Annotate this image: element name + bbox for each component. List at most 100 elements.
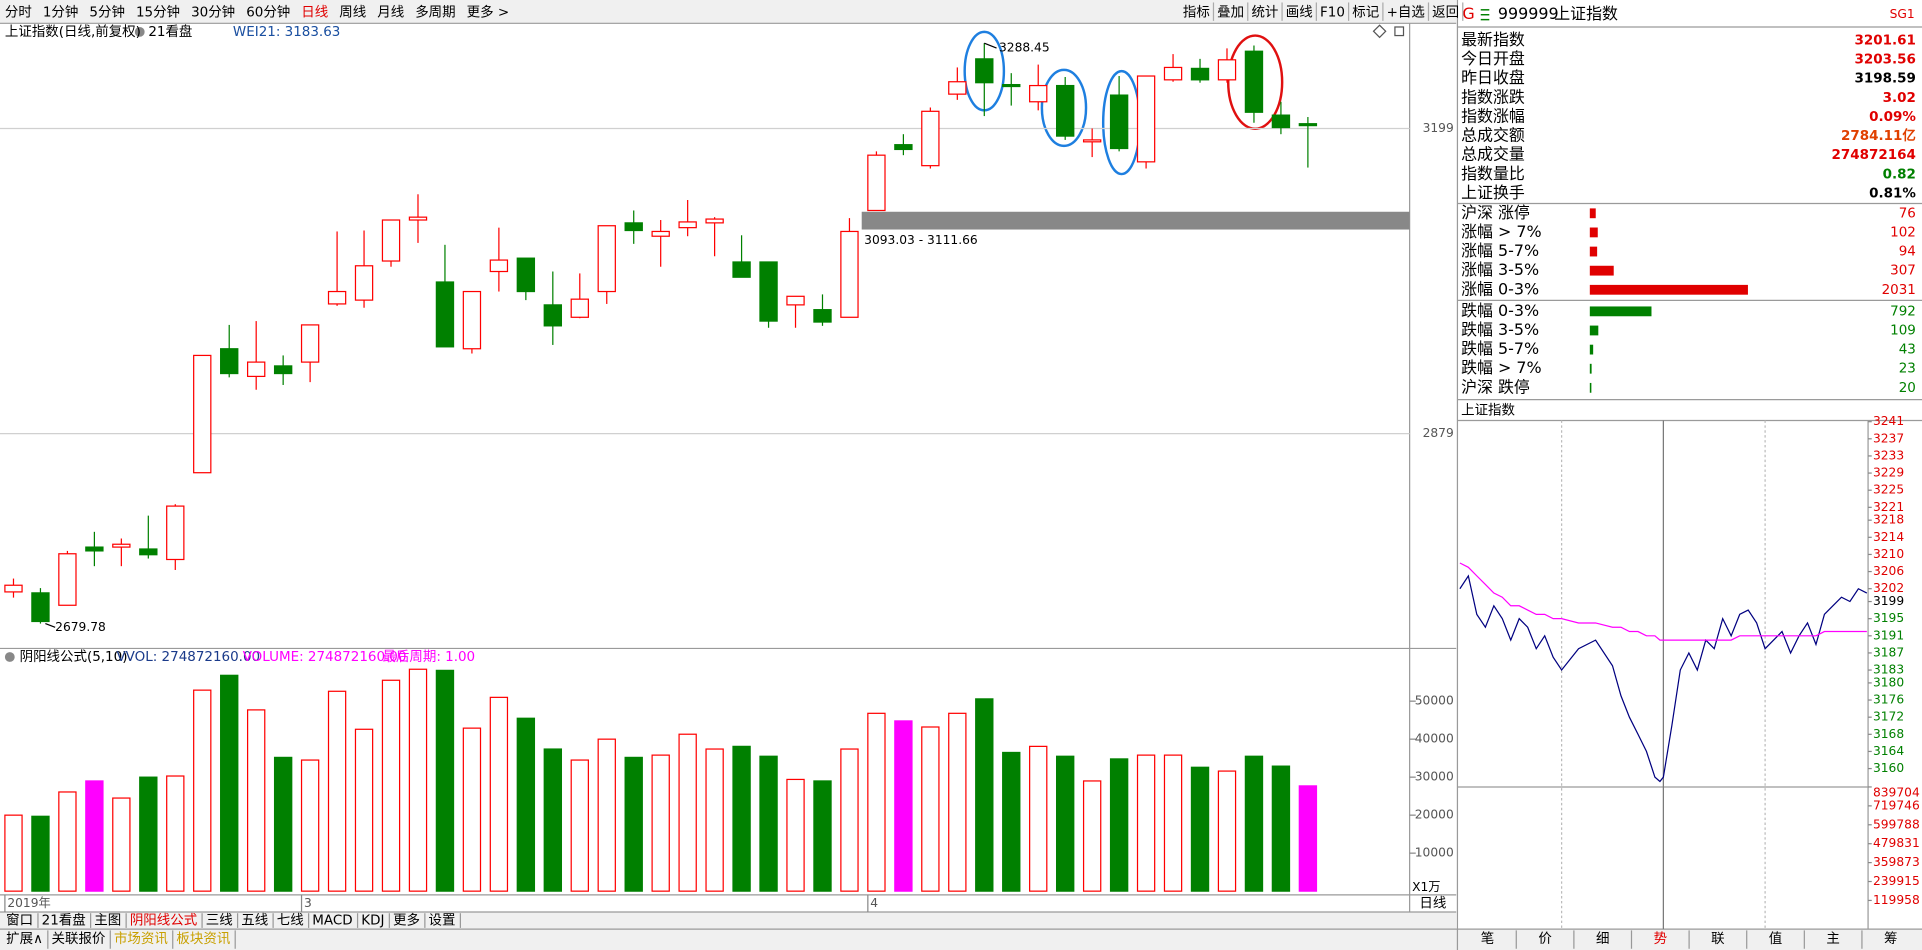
quote-value: 274872164 (1832, 147, 1916, 163)
candle-body (813, 309, 832, 323)
volume-bar (354, 728, 374, 892)
toolbar-button[interactable]: 标记 (1352, 4, 1379, 20)
volume-bar (1163, 754, 1183, 892)
side-tab[interactable]: 势 (1654, 931, 1667, 947)
toolbar-button[interactable]: +自选 (1387, 4, 1425, 20)
period-tab[interactable]: 分时 (5, 4, 32, 20)
period-tab[interactable]: 日线 (301, 4, 328, 20)
side-tab[interactable]: 价 (1538, 931, 1552, 947)
footer-tab[interactable]: 关联报价 (52, 931, 106, 947)
volume-bar (516, 717, 536, 892)
candle-body (948, 81, 967, 95)
menu-icon[interactable] (1480, 9, 1490, 21)
period-tab[interactable]: 更多 > (467, 3, 510, 20)
volume-bar (1082, 780, 1102, 892)
footer-tab[interactable]: 扩展∧ (6, 931, 43, 947)
volume-bar (327, 690, 347, 892)
volume-bar (273, 756, 293, 892)
footer-tab[interactable]: 板块资讯 (176, 931, 230, 947)
side-tab[interactable]: 筹 (1884, 930, 1897, 947)
high-pointer (984, 42, 997, 49)
side-tab[interactable]: 笔 (1481, 931, 1494, 947)
volume-bar (678, 733, 697, 892)
unit-label: X1万 (1412, 880, 1440, 894)
y-tick-label: 719746 (1873, 798, 1920, 812)
period-tab[interactable]: 周线 (339, 4, 366, 20)
volume-bar (840, 748, 859, 892)
candle-body (1163, 66, 1183, 81)
toolbar-button[interactable]: 叠加 (1217, 4, 1244, 20)
y-tick-label: 3168 (1873, 727, 1904, 741)
period-tab[interactable]: 多周期 (415, 3, 455, 20)
candle-body (975, 58, 994, 84)
y-tick-label: 3183 (1873, 663, 1904, 677)
volume-bar (4, 814, 23, 892)
bottom-tab[interactable]: 设置 (429, 913, 456, 929)
tab-label[interactable]: 21看盘 (148, 23, 192, 40)
y-tick-label: 3210 (1873, 547, 1904, 561)
breadth-label: 涨幅 0-3% (1461, 279, 1539, 298)
toolbar-button[interactable]: F10 (1320, 4, 1345, 20)
period-tab[interactable]: 1分钟 (43, 3, 79, 20)
volume-bar (732, 745, 751, 892)
period-tab[interactable]: 月线 (377, 4, 404, 20)
date-label: 4 (870, 896, 878, 910)
breadth-count: 20 (1899, 380, 1916, 396)
side-tab[interactable]: 主 (1826, 931, 1839, 947)
toolbar-button[interactable]: 返回 (1432, 4, 1459, 20)
candle-body (1271, 114, 1291, 129)
breadth-count: 792 (1890, 303, 1916, 319)
bottom-tab[interactable]: 三线 (206, 913, 233, 929)
window-icon[interactable] (1394, 26, 1405, 37)
volume-bar (975, 698, 994, 892)
bottom-tab[interactable]: 五线 (241, 913, 268, 929)
volume-bar (381, 679, 401, 892)
toolbar-button[interactable]: 统计 (1251, 4, 1278, 20)
period-tab[interactable]: 5分钟 (89, 3, 125, 20)
breadth-label: 沪深 涨停 (1461, 203, 1530, 222)
price-line (1459, 574, 1868, 783)
volume-bar (921, 726, 940, 892)
bottom-tab[interactable]: 21看盘 (42, 912, 86, 929)
volume-bar (462, 727, 482, 892)
bottom-tab[interactable]: 阴阳线公式 (130, 913, 198, 929)
volume-bar (166, 775, 185, 892)
volume-bar (1002, 751, 1021, 892)
window-icon[interactable] (1372, 24, 1387, 39)
side-tab[interactable]: 细 (1596, 931, 1609, 947)
bottom-tab[interactable]: 更多 (393, 912, 420, 929)
bottom-tab[interactable]: 主图 (94, 913, 121, 929)
bottom-tab[interactable]: 七线 (277, 913, 304, 929)
period-tab[interactable]: 30分钟 (191, 3, 235, 20)
breadth-label: 涨幅 3-5% (1461, 260, 1539, 279)
y-tick-label: 3221 (1873, 500, 1904, 514)
volume-bar (58, 791, 77, 892)
bottom-tab[interactable]: KDJ (361, 913, 384, 929)
breadth-bar (1589, 265, 1614, 276)
formula-title: 阴阳线公式(5,10) (20, 649, 128, 665)
volume-bar (220, 674, 239, 892)
volume-bar (948, 712, 967, 892)
footer-tab[interactable]: 市场资讯 (114, 930, 168, 947)
volume-bar (867, 712, 886, 892)
period-tab[interactable]: 15分钟 (136, 3, 180, 20)
side-tab[interactable]: 值 (1769, 931, 1782, 947)
bottom-tab[interactable]: 窗口 (6, 912, 33, 929)
volume-bar (705, 748, 724, 892)
volume-bar (894, 720, 913, 892)
side-tab[interactable]: 联 (1711, 931, 1724, 947)
candle-body (1190, 67, 1210, 81)
y-tick-label: 3241 (1873, 414, 1904, 428)
volume-bar (1217, 770, 1237, 892)
bottom-tab[interactable]: MACD (312, 913, 352, 929)
candle-body (1136, 75, 1156, 163)
footer-bg (0, 929, 1922, 950)
toolbar-button[interactable]: 指标 (1183, 4, 1210, 20)
chart-title: 上证指数(日线,前复权) (5, 23, 141, 40)
breadth-label: 沪深 跌停 (1461, 377, 1530, 396)
candle-body (166, 505, 185, 561)
candle-body (489, 259, 509, 273)
candle-body (624, 222, 643, 232)
toolbar-button[interactable]: 画线 (1286, 4, 1313, 20)
period-tab[interactable]: 60分钟 (246, 3, 290, 20)
